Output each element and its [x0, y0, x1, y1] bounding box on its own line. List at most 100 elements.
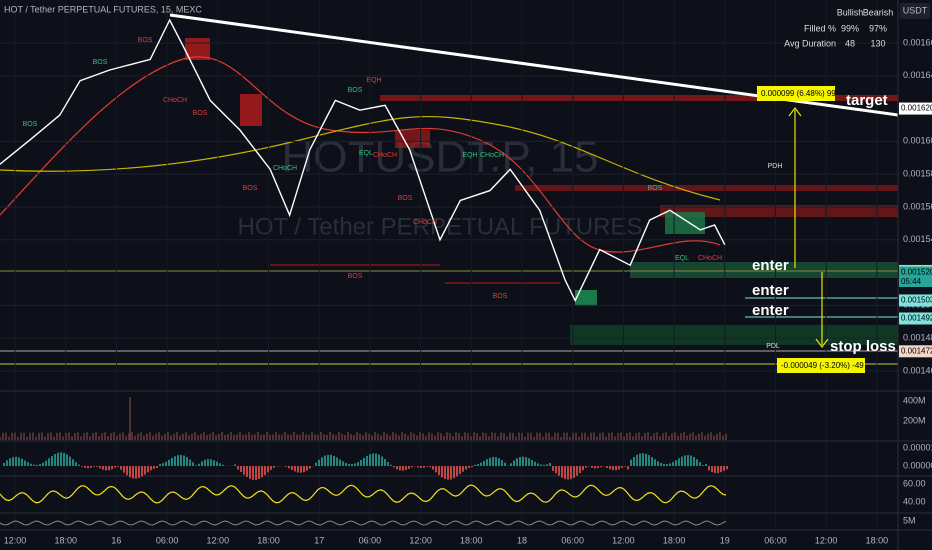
macd-bar	[330, 454, 332, 466]
y-tick-label: 0.001460	[903, 365, 932, 375]
macd-bar	[378, 454, 380, 466]
macd-bar	[402, 466, 404, 471]
macd-bar	[162, 463, 164, 466]
structure-label: EQH	[366, 77, 381, 84]
macd-bar	[711, 466, 713, 473]
demand-zone	[665, 212, 705, 234]
stats-label: Filled %	[804, 23, 836, 33]
macd-bar	[45, 460, 47, 466]
macd-bar	[129, 466, 131, 478]
macd-bar	[66, 454, 68, 466]
macd-bar	[576, 466, 578, 476]
macd-bar	[426, 466, 428, 467]
macd-bar	[687, 455, 689, 466]
structure-label: PDH	[768, 163, 783, 170]
macd-bar	[564, 466, 566, 480]
currency-button[interactable]	[900, 3, 930, 19]
macd-bar	[498, 458, 500, 466]
macd-bar	[663, 463, 665, 466]
price-marker	[899, 312, 932, 325]
macd-bar	[147, 466, 149, 473]
macd-bar	[264, 466, 266, 475]
macd-bar	[477, 464, 479, 466]
measure-box	[777, 358, 865, 373]
currency-label[interactable]: USDT	[903, 5, 928, 15]
macd-bar	[423, 466, 425, 468]
macd-bar	[51, 455, 53, 466]
macd-bar	[123, 466, 125, 473]
macd-bar	[657, 461, 659, 466]
macd-bar	[726, 466, 728, 470]
macd-bar	[267, 466, 269, 473]
stats-header: Bullish	[837, 7, 864, 17]
watermark-name: HOT / Tether PERPETUAL FUTURES	[238, 213, 643, 240]
macd-bar	[369, 454, 371, 466]
structure-label: BOS	[23, 121, 38, 128]
chart-title: HOT / Tether PERPETUAL FUTURES, 15, MEXC	[4, 4, 202, 14]
supply-zone	[240, 94, 262, 126]
macd-bar	[3, 462, 5, 466]
demand-zone	[630, 262, 898, 278]
structure-label: BOS	[348, 273, 363, 280]
moving-average	[0, 116, 721, 201]
macd-bar	[612, 466, 614, 471]
macd-bar	[708, 466, 710, 471]
macd-bar	[324, 455, 326, 466]
y-tick-label: 0.001540	[903, 234, 932, 244]
stats-value: 97%	[869, 23, 887, 33]
macd-bar	[63, 452, 65, 466]
macd-bar	[606, 466, 608, 468]
x-tick-label: 06:00	[156, 535, 179, 545]
x-tick-label: 18:00	[663, 535, 686, 545]
price-marker-label: 0.001492	[901, 314, 932, 323]
structure-label: EQH	[462, 152, 477, 159]
x-tick-label: 17	[314, 535, 324, 545]
macd-bar	[561, 466, 563, 478]
x-tick-label: 18:00	[54, 535, 77, 545]
macd-bar	[582, 466, 584, 471]
macd-bar	[702, 465, 704, 466]
price-marker-label: 0.001520	[901, 268, 932, 277]
structure-label: EQL	[359, 150, 373, 157]
structure-label: CHoCH	[698, 255, 722, 262]
macd-bar	[480, 462, 482, 466]
x-tick-label: 16	[111, 535, 121, 545]
macd-bar	[678, 458, 680, 466]
macd-bar	[555, 466, 557, 474]
macd-bar	[453, 466, 455, 479]
x-tick-label: 12:00	[612, 535, 635, 545]
y-tick-label: 0.001660	[903, 37, 932, 47]
macd-bar	[540, 464, 542, 466]
macd-bar	[117, 466, 119, 467]
macd-bar	[321, 457, 323, 466]
price-marker-label: 0.001620	[901, 104, 932, 113]
macd-bar	[18, 457, 20, 466]
macd-bar	[579, 466, 581, 474]
macd-bar	[567, 466, 569, 480]
macd-bar	[429, 466, 431, 468]
macd-bar	[78, 464, 80, 466]
arrow-head	[815, 338, 829, 348]
macd-bar	[450, 466, 452, 480]
macd-bar	[204, 459, 206, 466]
macd-bar	[489, 457, 491, 466]
macd-bar	[417, 466, 419, 468]
macd-bar	[333, 455, 335, 466]
macd-bar	[249, 466, 251, 479]
macd-bar	[396, 466, 398, 470]
macd-bar	[87, 466, 89, 469]
macd-bar	[285, 466, 287, 467]
pane-axis-label: 40.00	[903, 496, 926, 506]
macd-bar	[681, 456, 683, 466]
macd-bar	[12, 457, 14, 466]
y-tick-label: 0.001580	[903, 169, 932, 179]
macd-bar	[84, 466, 86, 468]
macd-bar	[171, 457, 173, 466]
macd-bar	[645, 453, 647, 466]
macd-bar	[135, 466, 137, 479]
macd-bar	[519, 457, 521, 466]
macd-bar	[189, 459, 191, 466]
x-tick-label: 12:00	[207, 535, 230, 545]
x-tick-label: 18:00	[460, 535, 483, 545]
